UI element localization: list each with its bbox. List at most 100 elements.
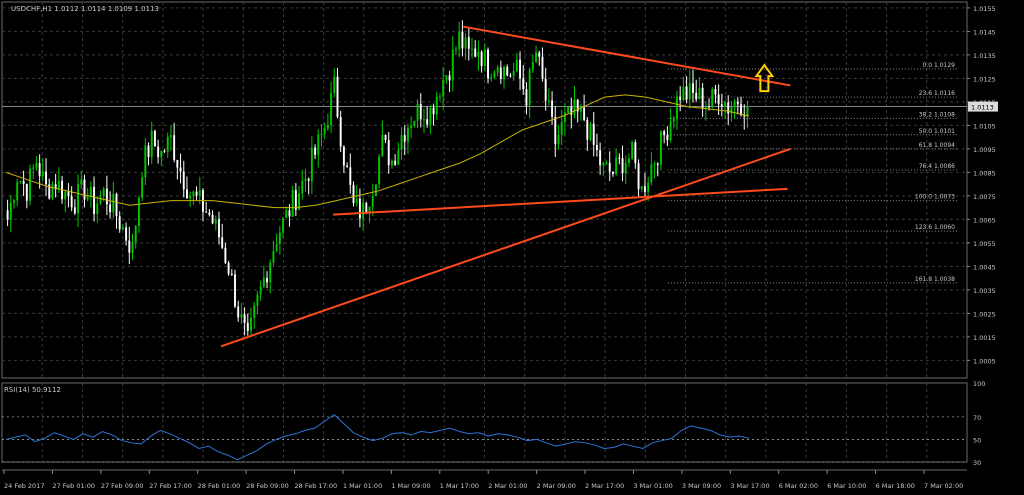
price-tick-label: 1.0065 <box>973 216 996 224</box>
candle-bull <box>57 180 60 190</box>
candle-bear <box>25 183 28 201</box>
candle-bear <box>551 100 554 117</box>
candle-bear <box>714 89 717 95</box>
candle-bear <box>432 107 435 115</box>
price-tick-label: 1.0135 <box>973 52 996 60</box>
rsi-title: RSI(14) 50.9112 <box>4 386 61 394</box>
time-tick-label: 2 Mar 09:00 <box>537 482 576 490</box>
candle-bear <box>105 188 108 205</box>
candle-bull <box>29 168 31 201</box>
candle-bear <box>467 37 470 49</box>
candle-bull <box>256 294 259 306</box>
price-tick-label: 1.0025 <box>973 310 996 318</box>
candle-bull <box>503 66 505 80</box>
price-tick-label: 1.0045 <box>973 263 996 271</box>
candle-bull <box>99 196 102 204</box>
candle-bear <box>346 165 349 168</box>
candle-bull <box>259 286 262 295</box>
candle-bear <box>147 145 150 158</box>
candle-bear <box>461 31 464 49</box>
price-tick-label: 1.0075 <box>973 193 996 201</box>
trendlines <box>220 25 791 348</box>
candle-bear <box>618 157 621 159</box>
candle-bull <box>406 127 409 142</box>
candle-bull <box>374 184 377 196</box>
candle-bull <box>323 128 326 134</box>
candle-bull <box>631 142 634 159</box>
candle-bear <box>679 96 682 101</box>
candle-bear <box>743 115 746 117</box>
candle-bull <box>269 262 272 283</box>
time-tick-label: 27 Feb 17:00 <box>149 482 192 490</box>
candle-bear <box>643 186 646 192</box>
fib-label: 100.0 1.0073 <box>915 194 955 201</box>
candle-bull <box>166 136 169 152</box>
candle-bear <box>727 102 730 114</box>
candle-bull <box>672 118 675 122</box>
candle-bear <box>294 190 297 210</box>
candle-bull <box>560 122 563 135</box>
candle-bear <box>538 52 541 57</box>
candle-bear <box>227 262 230 274</box>
candle-bear <box>128 240 131 253</box>
candle-bear <box>358 198 361 219</box>
candle-bear <box>506 66 509 76</box>
candle-bear <box>179 167 182 172</box>
price-tick-label: 1.0055 <box>973 240 996 248</box>
candle-bull <box>711 89 714 107</box>
candle-bear <box>634 142 637 164</box>
candle-bull <box>326 124 329 129</box>
time-tick-label: 27 Feb 09:00 <box>101 482 144 490</box>
candle-bull <box>240 314 243 318</box>
candle-bull <box>275 243 278 251</box>
candle-bear <box>656 163 659 165</box>
candle-bull <box>285 210 288 219</box>
candle-bear <box>583 107 586 121</box>
candle-bull <box>192 191 195 196</box>
time-tick-label: 3 Mar 09:00 <box>682 482 721 490</box>
candle-bear <box>195 191 198 196</box>
candle-bull <box>333 76 336 93</box>
candle-bear <box>637 163 640 190</box>
price-tick-label: 1.0125 <box>973 75 996 83</box>
candle-bull <box>121 227 124 230</box>
candle-bear <box>621 158 624 174</box>
price-tick-label: 1.0015 <box>973 334 996 342</box>
rsi-line <box>5 413 750 461</box>
candle-bull <box>746 106 749 117</box>
time-tick-label: 7 Mar 02:00 <box>924 482 963 490</box>
candle-bear <box>349 167 352 185</box>
candle-bull <box>13 200 15 203</box>
candle-bear <box>38 163 41 177</box>
up-arrow-annotation <box>754 63 775 93</box>
candle-bull <box>547 100 550 102</box>
candle-bull <box>144 145 147 178</box>
candle-bear <box>426 119 429 125</box>
candle-bear <box>83 179 86 200</box>
candle-bear <box>611 171 614 174</box>
candle-bear <box>692 83 694 93</box>
time-tick-label: 28 Feb 09:00 <box>246 482 289 490</box>
candle-bull <box>413 120 416 126</box>
candle-bull <box>16 181 19 201</box>
candle-bull <box>451 49 454 81</box>
candle-bull <box>134 225 137 243</box>
candle-bull <box>272 250 275 263</box>
fib-label: 23.6 1.0116 <box>919 90 955 97</box>
candle-bear <box>685 86 688 100</box>
candle-bull <box>112 193 115 213</box>
candle-bull <box>698 87 701 100</box>
candle-bear <box>570 106 573 115</box>
fib-label: 0.0 1.0129 <box>923 62 956 69</box>
candle-bull <box>416 103 419 121</box>
time-tick-label: 28 Feb 01:00 <box>198 482 241 490</box>
candle-bull <box>733 101 736 107</box>
candle-bull <box>96 203 99 215</box>
candle-bear <box>586 120 589 140</box>
candle-bull <box>86 195 89 200</box>
candle-bull <box>310 147 313 181</box>
fib-label: 50.0 1.0101 <box>919 128 955 135</box>
candle-bear <box>93 186 96 215</box>
